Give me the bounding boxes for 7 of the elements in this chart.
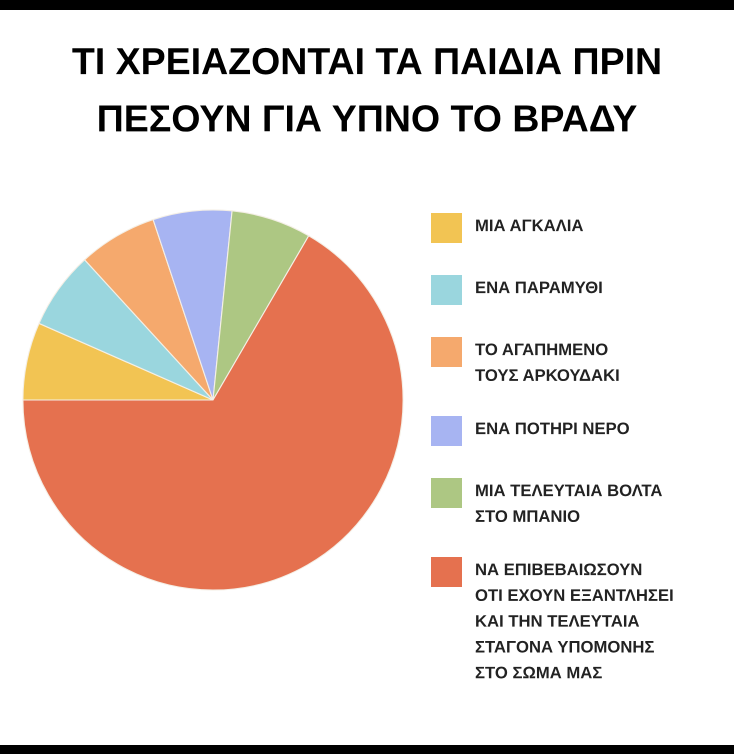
- legend-label: ΤΟ ΑΓΑΠΗΜΕΝΟ ΤΟΥΣ ΑΡΚΟΥΔΑΚΙ: [475, 343, 619, 382]
- legend-label: ΜΙΑ ΑΓΚΑΛΙΑ: [476, 220, 584, 232]
- legend-label: ΕΝΑ ΠΟΤΗΡΙ ΝΕΡΟ: [476, 422, 629, 434]
- legend-label: ΕΝΑ ΠΑΡΑΜΥΘΙ: [476, 281, 602, 294]
- legend-label: ΜΙΑ ΤΕΛΕΥΤΑΙΑ ΒΟΛΤΑ ΣΤΟ ΜΠΑΝΙΟ: [476, 484, 662, 522]
- legend-label: ΝΑ ΕΠΙΒΕΒΑΙΩΣΟΥΝ ΟΤΙ ΕΧΟΥΝ ΕΞΑΝΤΛΗΣΕΙ ΚΑΙ ΤΗΝ ΤΕΛΕΥΤΑΙΑ ΣΤΑΓΟΝΑ ΥΠΟΜΟΝΗΣ ΣΤΟ ΣΩΜΑ ΜΑΣ: [476, 563, 673, 678]
- chart-title: ΤΙ ΧΡΕΙΑΖΟΝΤΑΙ ΤΑ ΠΑΙΔΙΑ ΠΡΙΝ ΠΕΣΟΥΝ ΓΙΑ ΥΠΝΟ ΤΟ ΒΡΑΔΥ: [72, 48, 660, 132]
